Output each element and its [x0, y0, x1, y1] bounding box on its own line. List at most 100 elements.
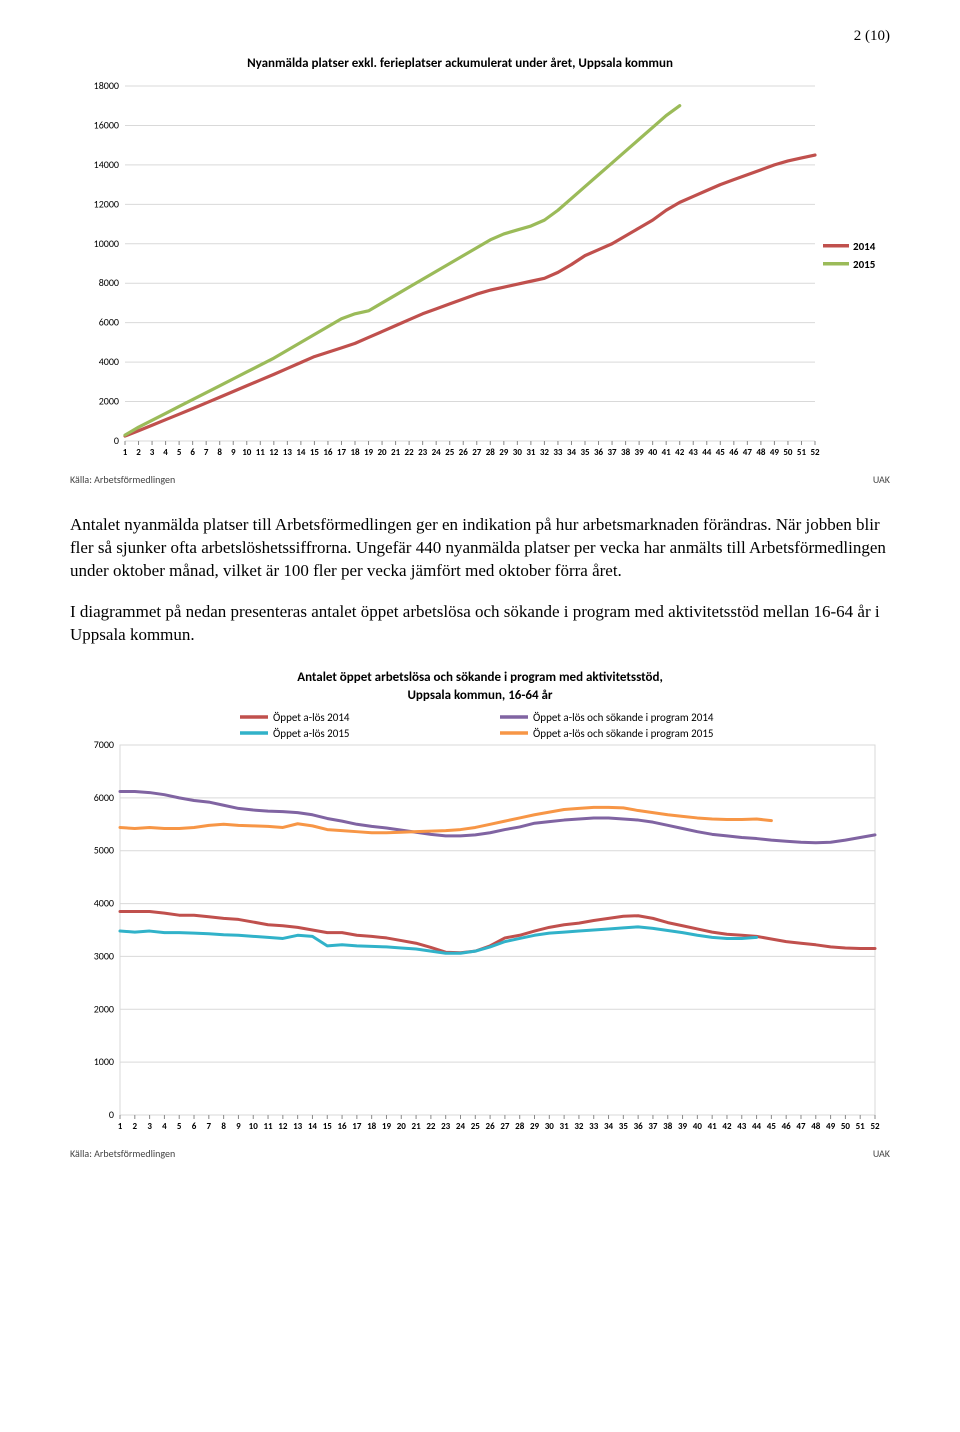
svg-text:30: 30 — [545, 1121, 555, 1132]
svg-text:31: 31 — [560, 1121, 570, 1132]
svg-text:4000: 4000 — [99, 355, 119, 368]
svg-text:4: 4 — [162, 1121, 167, 1132]
svg-text:8000: 8000 — [99, 276, 119, 289]
svg-text:16: 16 — [323, 447, 333, 458]
svg-text:27: 27 — [500, 1121, 510, 1132]
svg-text:22: 22 — [405, 447, 415, 458]
svg-text:2015: 2015 — [853, 258, 876, 271]
svg-text:10: 10 — [242, 447, 252, 458]
svg-text:19: 19 — [382, 1121, 392, 1132]
svg-text:41: 41 — [708, 1121, 718, 1132]
svg-text:27: 27 — [472, 447, 482, 458]
svg-text:2000: 2000 — [99, 395, 119, 408]
svg-text:6000: 6000 — [99, 316, 119, 329]
paragraph-2: I diagrammet på nedan presenteras antale… — [70, 601, 890, 647]
svg-text:29: 29 — [499, 447, 509, 458]
svg-text:49: 49 — [770, 447, 780, 458]
chart-1-container: Nyanmälda platser exkl. ferieplatser ack… — [70, 51, 890, 486]
svg-text:2: 2 — [136, 447, 141, 458]
svg-text:36: 36 — [634, 1121, 644, 1132]
svg-text:37: 37 — [648, 1121, 658, 1132]
svg-text:45: 45 — [716, 447, 726, 458]
svg-text:0: 0 — [114, 434, 119, 447]
svg-text:50: 50 — [783, 447, 793, 458]
svg-text:23: 23 — [441, 1121, 451, 1132]
svg-text:10: 10 — [249, 1121, 259, 1132]
chart-1: Nyanmälda platser exkl. ferieplatser ack… — [70, 51, 890, 471]
svg-text:47: 47 — [796, 1121, 806, 1132]
svg-text:38: 38 — [621, 447, 631, 458]
svg-text:3000: 3000 — [94, 949, 114, 962]
chart-2-source-left: Källa: Arbetsförmedlingen — [70, 1147, 175, 1160]
svg-text:24: 24 — [456, 1121, 466, 1132]
svg-text:2: 2 — [133, 1121, 138, 1132]
svg-text:40: 40 — [648, 447, 658, 458]
svg-text:Öppet a-lös och sökande i prog: Öppet a-lös och sökande i program 2015 — [533, 727, 713, 740]
svg-text:30: 30 — [513, 447, 523, 458]
svg-text:43: 43 — [689, 447, 699, 458]
svg-text:42: 42 — [675, 447, 685, 458]
svg-text:11: 11 — [263, 1121, 273, 1132]
svg-text:5: 5 — [177, 447, 182, 458]
svg-text:12000: 12000 — [94, 197, 119, 210]
svg-text:6000: 6000 — [94, 791, 114, 804]
svg-text:3: 3 — [150, 447, 155, 458]
svg-text:5000: 5000 — [94, 843, 114, 856]
svg-text:4: 4 — [163, 447, 168, 458]
svg-text:5: 5 — [177, 1121, 182, 1132]
svg-text:36: 36 — [594, 447, 604, 458]
svg-text:12: 12 — [278, 1121, 288, 1132]
chart-1-source-right: UAK — [873, 473, 890, 486]
svg-text:44: 44 — [752, 1121, 762, 1132]
svg-text:Nyanmälda platser exkl. feriep: Nyanmälda platser exkl. ferieplatser ack… — [247, 56, 673, 71]
svg-text:4000: 4000 — [94, 896, 114, 909]
svg-text:35: 35 — [580, 447, 590, 458]
svg-text:13: 13 — [293, 1121, 303, 1132]
paragraph-1: Antalet nyanmälda platser till Arbetsför… — [70, 514, 890, 583]
svg-text:25: 25 — [445, 447, 455, 458]
svg-text:41: 41 — [662, 447, 672, 458]
svg-text:16: 16 — [337, 1121, 347, 1132]
svg-text:Öppet a-lös 2015: Öppet a-lös 2015 — [273, 727, 349, 740]
svg-text:7000: 7000 — [94, 738, 114, 751]
svg-text:17: 17 — [352, 1121, 362, 1132]
svg-text:31: 31 — [526, 447, 536, 458]
svg-text:Uppsala kommun, 16-64 år: Uppsala kommun, 16-64 år — [407, 688, 552, 703]
svg-text:14: 14 — [308, 1121, 318, 1132]
svg-text:0: 0 — [109, 1108, 114, 1121]
svg-text:32: 32 — [540, 447, 550, 458]
svg-text:33: 33 — [589, 1121, 599, 1132]
svg-text:2000: 2000 — [94, 1002, 114, 1015]
svg-text:Antalet öppet arbetslösa och s: Antalet öppet arbetslösa och sökande i p… — [297, 670, 663, 685]
svg-text:22: 22 — [426, 1121, 436, 1132]
page-number: 2 (10) — [70, 28, 890, 45]
svg-text:29: 29 — [530, 1121, 540, 1132]
svg-text:8: 8 — [217, 447, 222, 458]
svg-text:43: 43 — [737, 1121, 747, 1132]
svg-text:9: 9 — [236, 1121, 241, 1132]
svg-text:42: 42 — [722, 1121, 732, 1132]
svg-text:34: 34 — [567, 447, 577, 458]
svg-text:26: 26 — [486, 1121, 496, 1132]
svg-text:16000: 16000 — [94, 118, 119, 131]
svg-text:18000: 18000 — [94, 79, 119, 92]
svg-text:51: 51 — [856, 1121, 866, 1132]
svg-text:21: 21 — [412, 1121, 422, 1132]
svg-text:34: 34 — [604, 1121, 614, 1132]
svg-text:20: 20 — [397, 1121, 407, 1132]
svg-text:32: 32 — [574, 1121, 584, 1132]
svg-text:52: 52 — [870, 1121, 880, 1132]
svg-text:28: 28 — [486, 447, 496, 458]
svg-text:26: 26 — [459, 447, 469, 458]
svg-text:11: 11 — [256, 447, 266, 458]
svg-text:13: 13 — [283, 447, 293, 458]
svg-text:33: 33 — [553, 447, 563, 458]
svg-text:47: 47 — [743, 447, 753, 458]
svg-text:9: 9 — [231, 447, 236, 458]
svg-text:51: 51 — [797, 447, 807, 458]
svg-text:21: 21 — [391, 447, 401, 458]
chart-2-source-right: UAK — [873, 1147, 890, 1160]
svg-text:24: 24 — [432, 447, 442, 458]
svg-text:20: 20 — [377, 447, 387, 458]
svg-text:38: 38 — [663, 1121, 673, 1132]
